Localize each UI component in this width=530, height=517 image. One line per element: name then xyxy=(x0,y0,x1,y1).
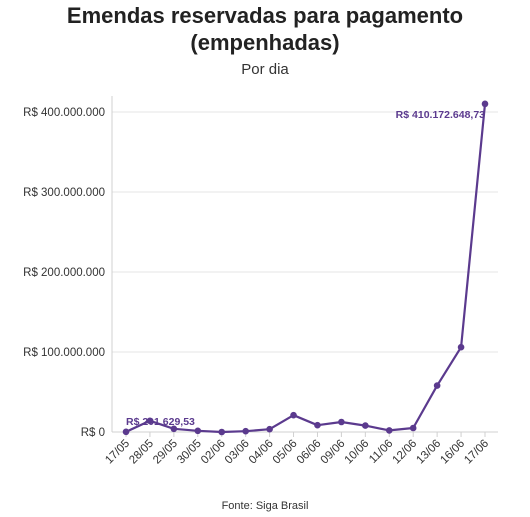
data-point[interactable] xyxy=(146,417,154,425)
y-tick-label: R$ 100.000.000 xyxy=(23,347,105,359)
series-line xyxy=(124,102,487,434)
x-tick-label: 05/06 xyxy=(271,438,300,467)
x-tick-label: 03/06 xyxy=(223,438,252,467)
data-point[interactable] xyxy=(290,411,297,419)
data-point[interactable] xyxy=(122,428,130,436)
data-point[interactable] xyxy=(457,343,465,351)
x-tick-label: 30/05 xyxy=(175,438,204,467)
x-tick-labels: 17/0528/0529/0530/0502/0603/0604/0605/06… xyxy=(103,438,491,467)
source-note: Fonte: Siga Brasil xyxy=(221,500,309,512)
x-tick-label: 16/06 xyxy=(438,438,467,467)
data-point[interactable] xyxy=(362,422,369,429)
data-label: R$ 201.629,53 xyxy=(126,416,195,428)
x-tick-label: 10/06 xyxy=(343,438,372,467)
chart-title-line1: Emendas reservadas para pagamento xyxy=(66,3,464,28)
x-tick-label: 17/05 xyxy=(103,438,132,467)
data-point[interactable] xyxy=(218,428,226,436)
x-tick-label: 09/06 xyxy=(319,438,348,467)
x-tick-label: 02/06 xyxy=(199,438,228,467)
data-labels: R$ 201.629,53 R$ 410.172.648,73 xyxy=(126,109,485,428)
data-point[interactable] xyxy=(170,425,178,433)
x-tick-label: 04/06 xyxy=(247,438,276,467)
y-tick-label: R$ 300.000.000 xyxy=(23,187,105,199)
x-tick-label: 13/06 xyxy=(414,438,443,467)
series-layer xyxy=(122,100,489,436)
data-point[interactable] xyxy=(433,382,441,389)
y-tick-labels: R$ 0 R$ 100.000.000 R$ 200.000.000 R$ 300.0… xyxy=(23,107,105,439)
x-tick-label: 28/05 xyxy=(127,438,156,467)
x-tick-label: 29/05 xyxy=(151,438,180,467)
data-point[interactable] xyxy=(266,425,273,433)
y-tick-label: R$ 200.000.000 xyxy=(23,267,105,279)
data-point[interactable] xyxy=(481,100,489,108)
data-point[interactable] xyxy=(385,427,393,434)
x-tick-label: 17/06 xyxy=(462,438,491,467)
chart-title: Emendas reservadas para pagamento (empen… xyxy=(0,2,530,56)
x-tick-label: 06/06 xyxy=(295,438,324,467)
data-point[interactable] xyxy=(194,427,202,435)
data-point[interactable] xyxy=(242,427,249,435)
data-point[interactable] xyxy=(314,421,321,429)
x-tick-label: 11/06 xyxy=(367,438,395,466)
data-point[interactable] xyxy=(338,418,345,426)
chart-subtitle: Por dia xyxy=(241,61,289,78)
data-label: R$ 410.172.648,73 xyxy=(396,109,485,121)
chart-title-line2: (empenhadas) xyxy=(190,30,340,55)
x-tick-label: 12/06 xyxy=(390,438,419,467)
y-tick-label: R$ 400.000.000 xyxy=(23,107,105,119)
grid-layer xyxy=(112,111,498,353)
data-point[interactable] xyxy=(409,424,417,432)
y-tick-label: R$ 0 xyxy=(81,427,105,439)
